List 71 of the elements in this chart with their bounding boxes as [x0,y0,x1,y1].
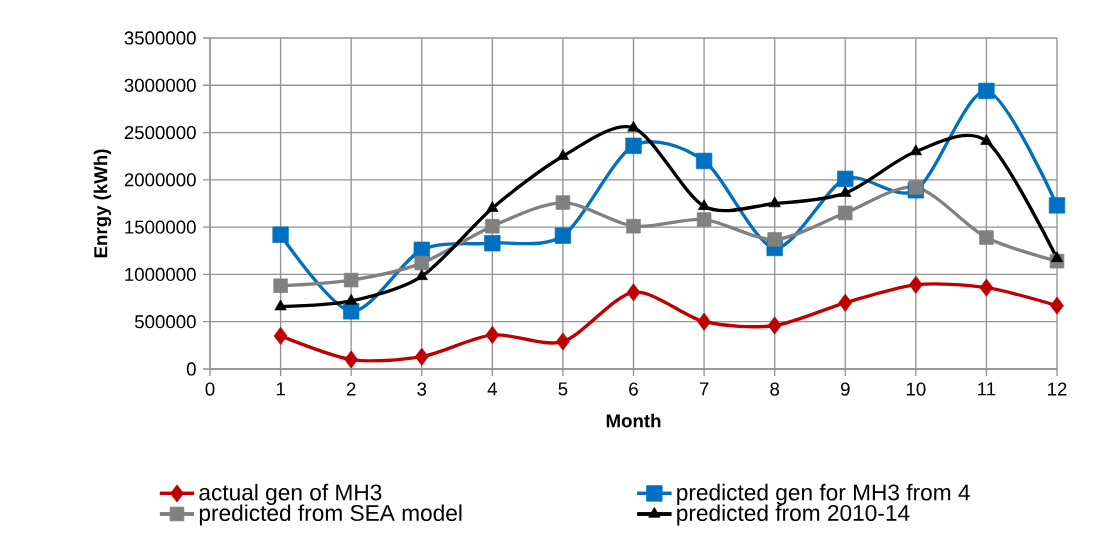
point [625,137,642,154]
x-tick-label: 2 [346,382,356,396]
point [838,293,853,312]
point [979,278,994,297]
point [485,325,500,344]
x-tick-label: 7 [699,382,709,396]
x-tick-label: 5 [558,382,568,396]
point [1050,251,1064,263]
point [839,186,852,197]
legend-label: actual gen of MH3 [199,483,382,505]
point [414,255,429,271]
point [837,170,854,188]
point [1048,197,1066,214]
y-tick-label: 1500000 [125,220,196,234]
point [414,347,429,366]
point [485,218,500,234]
point [980,134,993,145]
point [767,316,782,335]
point [556,332,570,351]
point [908,180,924,195]
y-tick-label: 3500000 [124,31,196,45]
point [697,312,711,331]
point [555,195,571,210]
point [979,230,994,245]
point [344,350,359,369]
point [343,272,359,288]
y-tick-label: 2500000 [124,125,196,140]
legend-label: predicted gen for MH3 from 4 [677,483,970,505]
y-axis-title: Enrgy (kWh) [93,149,112,258]
point [484,235,501,252]
point [909,144,922,156]
point [343,303,360,320]
point [626,283,641,302]
point [696,212,712,227]
point [345,293,358,305]
point [768,196,781,208]
point [556,149,570,160]
point [273,326,288,345]
x-tick-label: 3 [417,382,427,396]
point [697,199,711,210]
point [554,227,572,244]
x-tick-label: 12 [1048,382,1067,396]
point [838,205,853,221]
point [978,82,995,100]
x-axis-title: Month [606,413,661,428]
x-tick-label: 4 [487,382,497,396]
x-tick-label: 6 [629,382,638,396]
point [695,152,713,170]
x-tick-label: 1 [276,382,285,396]
x-tick-label: 9 [840,382,850,396]
point [626,218,641,234]
point [272,226,289,243]
y-tick-label: 500000 [134,315,196,329]
x-tick-label: 10 [906,382,926,396]
x-tick-label: 0 [205,382,215,396]
y-tick-label: 2000000 [124,173,196,187]
y-tick-label: 0 [186,362,196,376]
point [273,278,288,293]
y-tick-label: 1000000 [125,267,196,282]
y-tick-label: 3000000 [124,78,196,92]
legend-label: predicted from SEA model [199,504,462,526]
point [274,299,287,311]
x-tick-label: 11 [978,382,996,396]
point [415,269,428,280]
point [1050,296,1064,315]
point [486,201,499,212]
point [767,232,782,247]
point [908,275,923,294]
legend-label: predicted from 2010-14 [677,504,910,526]
x-tick-label: 8 [770,382,780,396]
point [627,120,640,132]
